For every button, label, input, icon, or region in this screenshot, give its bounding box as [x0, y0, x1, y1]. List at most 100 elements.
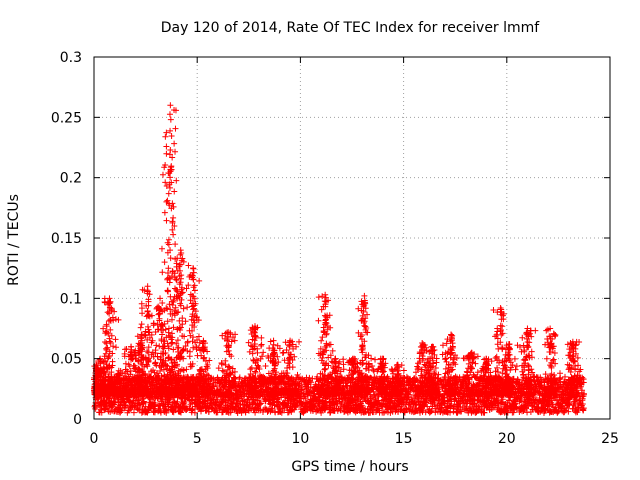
data-point: [136, 401, 143, 408]
data-point: [167, 102, 174, 109]
data-point: [164, 287, 171, 294]
data-point: [176, 317, 183, 324]
data-point: [229, 401, 236, 408]
data-point: [118, 407, 125, 414]
data-point: [236, 374, 243, 381]
data-point: [159, 331, 166, 338]
data-point: [309, 408, 316, 415]
data-point: [258, 400, 265, 407]
data-point: [190, 334, 197, 341]
data-point: [179, 321, 186, 328]
data-point: [162, 133, 169, 140]
data-point: [299, 386, 306, 393]
data-point: [167, 116, 174, 123]
data-point: [191, 409, 198, 416]
data-point: [103, 345, 110, 352]
data-point: [313, 406, 320, 413]
data-point: [163, 407, 170, 414]
data-point: [208, 404, 215, 411]
data-point: [269, 407, 276, 414]
data-point: [212, 401, 219, 408]
data-point: [167, 395, 174, 402]
data-point: [196, 277, 203, 284]
data-point: [140, 399, 147, 406]
data-point: [271, 402, 278, 409]
data-point: [137, 324, 144, 331]
data-point: [254, 349, 261, 356]
data-point: [122, 402, 129, 409]
data-point: [191, 287, 198, 294]
data-point: [314, 373, 321, 380]
data-point: [562, 373, 569, 380]
data-point: [138, 321, 145, 328]
data-point: [184, 304, 191, 311]
data-point: [139, 310, 146, 317]
data-point: [158, 245, 165, 252]
data-point: [103, 400, 110, 407]
data-point: [171, 188, 178, 195]
data-point: [198, 408, 205, 415]
data-point: [227, 409, 234, 416]
data-point: [112, 336, 119, 343]
grid-lines: [94, 57, 610, 419]
data-point: [152, 359, 159, 366]
data-point: [98, 409, 105, 416]
data-point: [169, 339, 176, 346]
data-point: [167, 255, 174, 262]
data-point: [170, 214, 177, 221]
data-point: [168, 163, 175, 170]
data-point: [105, 354, 112, 361]
data-points: [91, 102, 588, 416]
data-point: [144, 307, 151, 314]
data-point: [153, 342, 160, 349]
data-point: [432, 409, 439, 416]
data-point: [155, 311, 162, 318]
data-point: [151, 409, 158, 416]
data-point: [172, 407, 179, 414]
data-point: [181, 398, 188, 405]
data-point: [190, 265, 197, 272]
data-point: [186, 353, 193, 360]
data-point: [254, 397, 261, 404]
data-point: [109, 358, 116, 365]
data-point: [177, 247, 184, 254]
data-point: [180, 305, 187, 312]
data-point: [163, 150, 170, 157]
data-point: [180, 400, 187, 407]
data-point: [172, 125, 179, 132]
data-point: [171, 140, 178, 147]
data-point: [302, 395, 309, 402]
data-point: [170, 231, 177, 238]
data-point: [258, 334, 265, 341]
data-point: [157, 409, 164, 416]
data-point: [177, 408, 184, 415]
data-point: [130, 409, 137, 416]
data-point: [258, 342, 265, 349]
data-point: [172, 241, 179, 248]
data-point: [152, 401, 159, 408]
data-point: [262, 398, 269, 405]
data-point: [317, 408, 324, 415]
data-point: [145, 407, 152, 414]
data-point: [161, 209, 168, 216]
data-point: [159, 171, 166, 178]
data-point: [168, 133, 175, 140]
data-point: [168, 316, 175, 323]
data-point: [179, 315, 186, 322]
data-point: [112, 344, 119, 351]
data-point: [293, 403, 300, 410]
data-point: [182, 318, 189, 325]
data-point: [260, 349, 267, 356]
data-point: [214, 396, 221, 403]
data-point: [108, 404, 115, 411]
data-point: [165, 190, 172, 197]
data-point: [161, 259, 168, 266]
data-point: [163, 217, 170, 224]
chart-title: Day 120 of 2014, Rate Of TEC Index for r…: [161, 20, 541, 36]
data-point: [322, 399, 329, 406]
data-point: [144, 283, 151, 290]
data-point: [163, 143, 170, 150]
data-point: [135, 397, 142, 404]
data-point: [212, 379, 219, 386]
